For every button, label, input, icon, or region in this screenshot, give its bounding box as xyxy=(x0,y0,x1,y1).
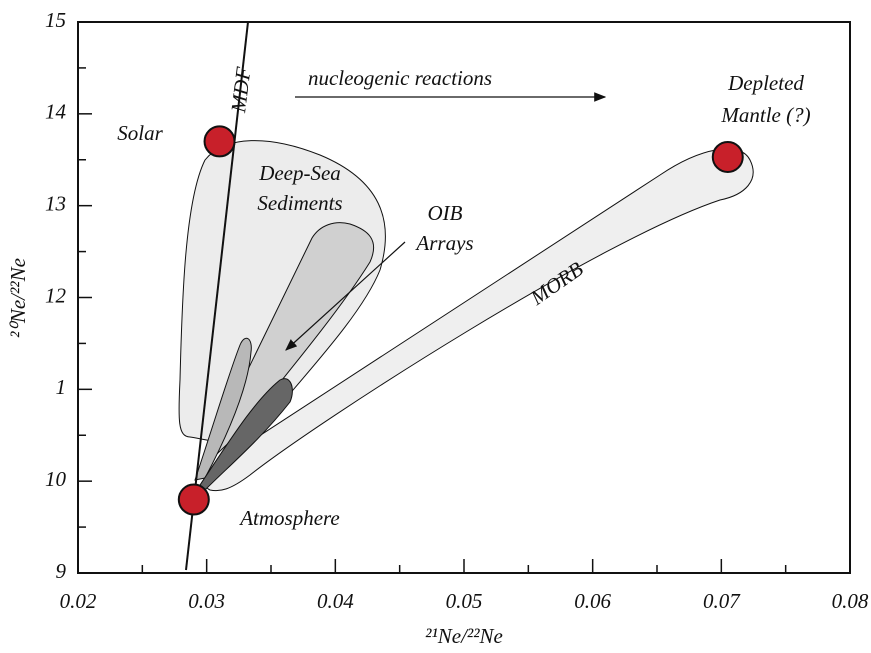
y-tick-label: 1 xyxy=(56,375,67,399)
oib-region-dark xyxy=(199,378,293,491)
point-label: Depleted xyxy=(727,71,804,95)
oib-arrow xyxy=(285,241,406,351)
y-tick-label: 12 xyxy=(45,283,67,307)
x-tick-label: 0.04 xyxy=(317,589,354,613)
annotation: nucleogenic reactions xyxy=(308,66,492,90)
y-tick-label: 9 xyxy=(56,559,67,583)
x-tick-label: 0.06 xyxy=(574,589,611,613)
point-label: Mantle (?) xyxy=(720,103,810,127)
x-tick-label: 0.08 xyxy=(832,589,869,613)
annotation: MDF xyxy=(226,66,256,115)
annotation: Arrays xyxy=(414,231,473,255)
y-tick-label: 14 xyxy=(45,100,67,124)
y-tick-label: 13 xyxy=(45,191,66,215)
y-tick-label: 10 xyxy=(45,467,67,491)
point xyxy=(711,140,744,173)
annotation: Deep-Sea xyxy=(258,161,341,185)
mdf-line xyxy=(185,21,249,571)
annotation: OIB xyxy=(428,201,463,225)
x-tick-label: 0.03 xyxy=(188,589,225,613)
y-axis-label: ²⁰Ne/²²Ne xyxy=(6,258,30,338)
point-label: Solar xyxy=(117,121,163,145)
y-tick-label: 15 xyxy=(45,8,66,32)
x-tick-label: 0.02 xyxy=(60,589,97,613)
x-axis-label: ²¹Ne/²²Ne xyxy=(425,624,503,648)
x-tick-label: 0.05 xyxy=(446,589,483,613)
annotation: Sediments xyxy=(257,191,342,215)
point xyxy=(177,483,210,516)
x-tick-label: 0.07 xyxy=(703,589,741,613)
oib-region-small xyxy=(194,337,252,481)
morb-region xyxy=(204,148,754,492)
point xyxy=(203,125,236,158)
point-label: Atmosphere xyxy=(238,506,340,530)
